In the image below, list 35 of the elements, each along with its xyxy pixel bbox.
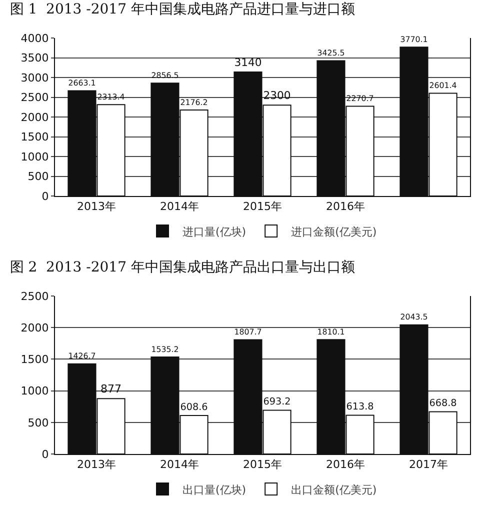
y-tick-label: 500 <box>28 170 49 184</box>
x-tick-label: 2015年 <box>243 458 282 472</box>
y-tick-label: 0 <box>42 448 49 461</box>
data-label: 693.2 <box>263 396 291 408</box>
y-tick-label: 1500 <box>20 130 49 144</box>
x-tick-label: 2016年 <box>326 200 365 214</box>
data-label: 608.6 <box>180 402 208 413</box>
legend-label: 进口量(亿块) <box>182 225 246 238</box>
y-tick-label: 1500 <box>20 353 49 366</box>
y-tick-label: 3500 <box>20 52 49 65</box>
y-tick-label: 500 <box>28 416 49 430</box>
legend-label: 进口金额(亿美元) <box>291 225 377 238</box>
data-label: 668.8 <box>429 398 457 410</box>
x-tick-label: 2013年 <box>77 458 116 472</box>
y-tick-label: 1000 <box>20 150 49 164</box>
x-tick-label: 2013年 <box>77 200 116 214</box>
legend-label: 出口量(亿块) <box>182 483 246 496</box>
data-label: 3140 <box>234 56 262 70</box>
y-tick-label: 2000 <box>20 321 49 334</box>
legend-label: 出口金额(亿美元) <box>291 483 377 496</box>
y-tick-label: 0 <box>42 190 49 203</box>
y-tick-label: 4000 <box>20 32 49 45</box>
data-label: 613.8 <box>346 402 374 413</box>
x-tick-label: 2016年 <box>326 458 365 472</box>
y-tick-label: 1000 <box>20 384 49 398</box>
chart-title: 图 2 2013 -2017 年中国集成电路产品出口量与出口额 <box>10 260 355 276</box>
x-tick-label: 2015年 <box>243 200 282 214</box>
y-tick-label: 2000 <box>20 110 49 124</box>
y-tick-label: 2500 <box>20 290 49 303</box>
x-tick-label: 2017年 <box>409 458 448 472</box>
x-tick-label: 2014年 <box>160 200 199 214</box>
x-tick-label: 2014年 <box>160 458 199 472</box>
y-tick-label: 2500 <box>20 91 49 104</box>
chart-title: 图 1 2013 -2017 年中国集成电路产品进口量与进口额 <box>10 2 355 18</box>
y-tick-label: 3000 <box>20 71 49 84</box>
